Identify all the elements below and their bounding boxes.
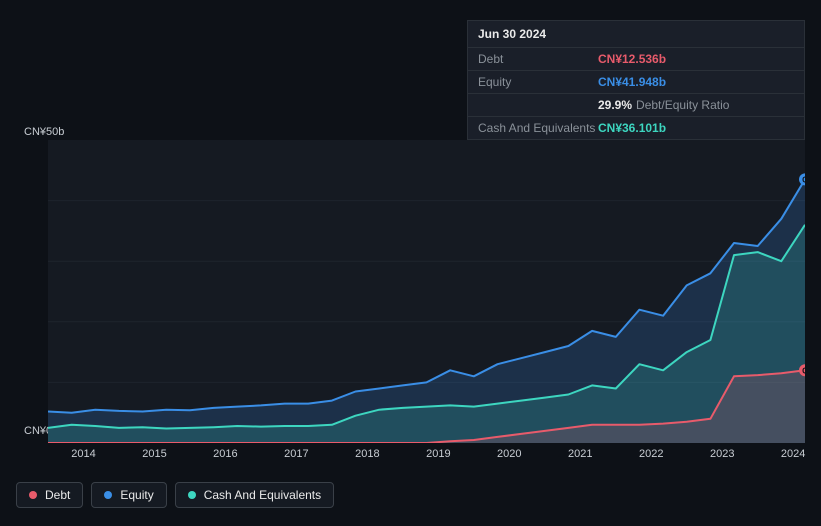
x-tick: 2023 (710, 448, 734, 460)
legend-item-debt[interactable]: Debt (16, 482, 83, 508)
summary-label: Equity (478, 75, 598, 89)
summary-date: Jun 30 2024 (468, 21, 804, 48)
summary-label (478, 98, 598, 112)
x-tick: 2015 (142, 448, 166, 460)
x-tick: 2022 (639, 448, 663, 460)
svg-text:C: C (802, 366, 805, 375)
summary-panel: Jun 30 2024 Debt CN¥12.536b Equity CN¥41… (467, 20, 805, 140)
x-axis-labels: 2014 2015 2016 2017 2018 2019 2020 2021 2022 2023… (48, 448, 805, 466)
legend-item-cash[interactable]: Cash And Equivalents (175, 482, 334, 508)
summary-row-debt: Debt CN¥12.536b (468, 48, 804, 71)
x-tick: 2014 (71, 448, 95, 460)
x-tick: 2018 (355, 448, 379, 460)
x-tick: 2019 (426, 448, 450, 460)
x-tick: 2024 (781, 448, 805, 460)
legend-dot (104, 491, 112, 499)
summary-value: CN¥36.101b (598, 121, 666, 135)
legend-label: Debt (45, 488, 70, 502)
summary-row-ratio: 29.9%Debt/Equity Ratio (468, 94, 804, 117)
x-tick: 2016 (213, 448, 237, 460)
summary-value: CN¥12.536b (598, 52, 666, 66)
y-tick-max: CN¥50b (24, 126, 64, 138)
x-tick: 2021 (568, 448, 592, 460)
summary-row-equity: Equity CN¥41.948b (468, 71, 804, 94)
summary-value: 29.9%Debt/Equity Ratio (598, 98, 729, 112)
x-tick: 2017 (284, 448, 308, 460)
chart-legend: Debt Equity Cash And Equivalents (16, 482, 334, 508)
legend-item-equity[interactable]: Equity (91, 482, 166, 508)
summary-label: Debt (478, 52, 598, 66)
x-tick: 2020 (497, 448, 521, 460)
summary-label: Cash And Equivalents (478, 121, 598, 135)
summary-value: CN¥41.948b (598, 75, 666, 89)
legend-dot (188, 491, 196, 499)
balance-chart: CC (48, 140, 805, 443)
summary-row-cash: Cash And Equivalents CN¥36.101b (468, 117, 804, 139)
svg-text:C: C (802, 175, 805, 184)
legend-dot (29, 491, 37, 499)
legend-label: Equity (120, 488, 153, 502)
legend-label: Cash And Equivalents (204, 488, 321, 502)
